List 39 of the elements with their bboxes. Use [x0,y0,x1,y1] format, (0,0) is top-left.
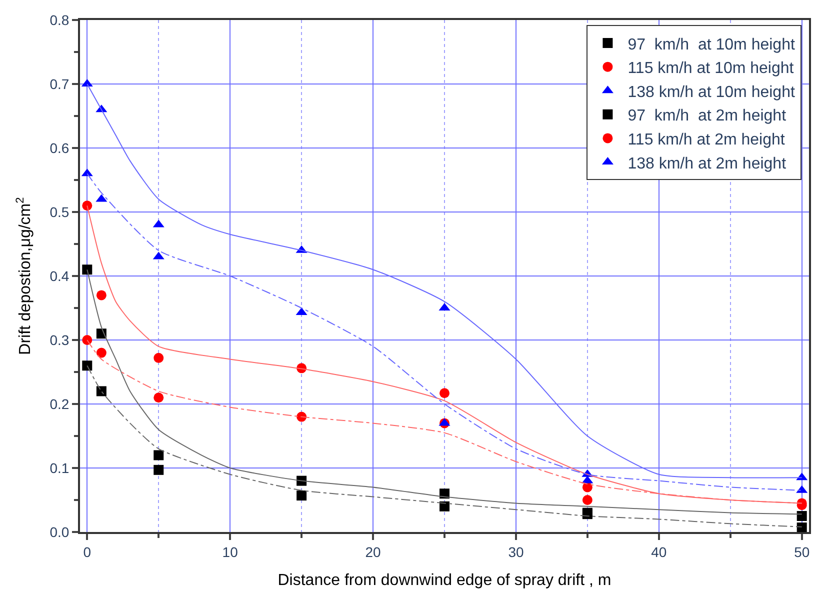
y-tick-label: 0.1 [50,460,70,476]
x-tick-label: 50 [794,544,810,560]
x-tick-label: 0 [83,544,92,560]
y-tick-label: 0.3 [50,332,70,348]
x-tick-label: 10 [222,544,238,560]
point [82,360,92,371]
point [154,450,164,460]
point [154,464,164,475]
legend-label: 138 km/h at 10m height [628,84,796,101]
point [440,388,450,398]
y-tick-label: 0.5 [50,204,70,220]
y-tick-label: 0.8 [50,12,70,28]
x-tick-label: 30 [508,544,524,560]
legend-label: 138 km/h at 2m height [628,155,787,172]
point [96,386,106,396]
y-tick-label: 0.6 [50,140,70,156]
point [796,522,807,533]
text: 0.0 [50,524,70,540]
y-tick-label: 0.4 [50,268,70,284]
point [82,264,92,275]
x-tick-label: 40 [651,544,667,560]
legend-label: 97 km/h at 2m height [628,108,787,125]
point [582,495,592,505]
legend-label: 115 km/h at 10m height [628,60,794,78]
legend-label: 115 km/h at 2m height [628,131,786,148]
point [154,352,164,363]
point [96,348,106,358]
point [440,501,450,512]
x-axis-title: Distance from downwind edge of spray drift , m [278,572,612,589]
point [82,200,92,211]
point [796,511,807,521]
x-tick-label: 20 [365,544,382,560]
point [82,335,92,345]
legend-label: 97 km/h at 10m height [628,36,796,54]
point [154,392,164,403]
point [296,490,307,501]
y-tick-label: 0.2 [50,396,70,412]
point [96,290,106,300]
y-tick-label: 0.7 [50,76,70,92]
